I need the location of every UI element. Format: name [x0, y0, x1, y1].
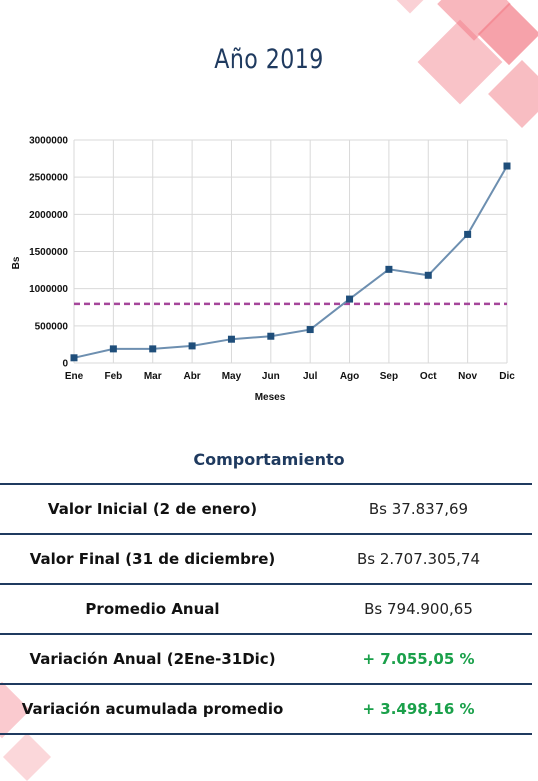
x-tick-label: Dic: [499, 371, 515, 382]
data-point: [306, 326, 314, 334]
series-line: [73, 165, 508, 359]
x-tick-label: Ene: [65, 371, 84, 382]
x-tick-label: Abr: [183, 371, 200, 382]
x-axis-label: Meses: [255, 392, 286, 403]
row-label: Valor Final (31 de diciembre): [29, 550, 276, 568]
data-point: [109, 345, 117, 353]
data-point: [424, 271, 432, 279]
data-point: [503, 162, 511, 170]
row-value: + 7.055,05 %: [362, 650, 475, 668]
data-point: [267, 332, 275, 340]
row-label: Variación acumulada promedio: [21, 700, 284, 718]
x-axis-ticks: Ene Feb Mar Abr May Jun Jul Ago Sep Oct Nov Dic: [65, 371, 515, 382]
y-tick-label: 500000: [35, 321, 69, 332]
data-point: [70, 354, 78, 362]
data-point: [385, 265, 393, 273]
corner-decoration: [2, 732, 52, 781]
corner-decoration: [488, 60, 538, 128]
corner-decoration: [384, 0, 436, 14]
x-tick-label: Feb: [104, 371, 122, 382]
data-point: [188, 342, 196, 350]
table-row: Valor Final (31 de diciembre) Bs 2.707.30…: [0, 535, 532, 585]
page-title: Año 2019: [214, 44, 324, 75]
comportamiento-table: Valor Inicial (2 de enero) Bs 37.837,69 Va…: [0, 483, 532, 735]
data-point: [464, 230, 472, 238]
data-point: [346, 295, 354, 303]
x-tick-label: Sep: [380, 371, 398, 382]
comportamiento-title: Comportamiento: [193, 450, 345, 469]
row-value: Bs 794.900,65: [364, 600, 473, 618]
row-value: + 3.498,16 %: [362, 700, 475, 718]
row-value: Bs 2.707.305,74: [356, 550, 481, 568]
x-tick-label: Jun: [262, 371, 280, 382]
x-tick-label: Jul: [303, 371, 318, 382]
x-tick-label: Nov: [458, 371, 477, 382]
table-row: Valor Inicial (2 de enero) Bs 37.837,69: [0, 485, 532, 535]
line-chart: 0 500000 1000000 1500000 2000000 2500000 30000…: [11, 136, 515, 404]
y-axis-label: Bs: [11, 256, 22, 269]
data-point: [149, 345, 157, 353]
x-tick-label: May: [222, 371, 242, 382]
y-tick-label: 2000000: [29, 210, 68, 221]
row-label: Promedio Anual: [85, 600, 220, 618]
y-tick-label: 3000000: [29, 136, 68, 147]
chart-grid: [73, 139, 508, 364]
data-point: [227, 335, 235, 343]
y-tick-label: 2500000: [29, 173, 68, 184]
table-row: Promedio Anual Bs 794.900,65: [0, 585, 532, 635]
table-row: Variación acumulada promedio + 3.498,16 %: [0, 685, 532, 735]
row-value: Bs 37.837,69: [368, 500, 469, 518]
row-label: Valor Inicial (2 de enero): [47, 500, 258, 518]
row-label: Variación Anual (2Ene-31Dic): [29, 650, 276, 668]
series-markers: [70, 162, 511, 362]
y-tick-label: 1500000: [29, 247, 68, 258]
y-axis-ticks: 0 500000 1000000 1500000 2000000 2500000 30000…: [29, 136, 68, 370]
x-tick-label: Ago: [340, 371, 359, 382]
table-row: Variación Anual (2Ene-31Dic) + 7.055,05 %: [0, 635, 532, 685]
x-tick-label: Oct: [420, 371, 437, 382]
x-tick-label: Mar: [144, 371, 162, 382]
y-tick-label: 0: [62, 359, 68, 370]
y-tick-label: 1000000: [29, 284, 68, 295]
